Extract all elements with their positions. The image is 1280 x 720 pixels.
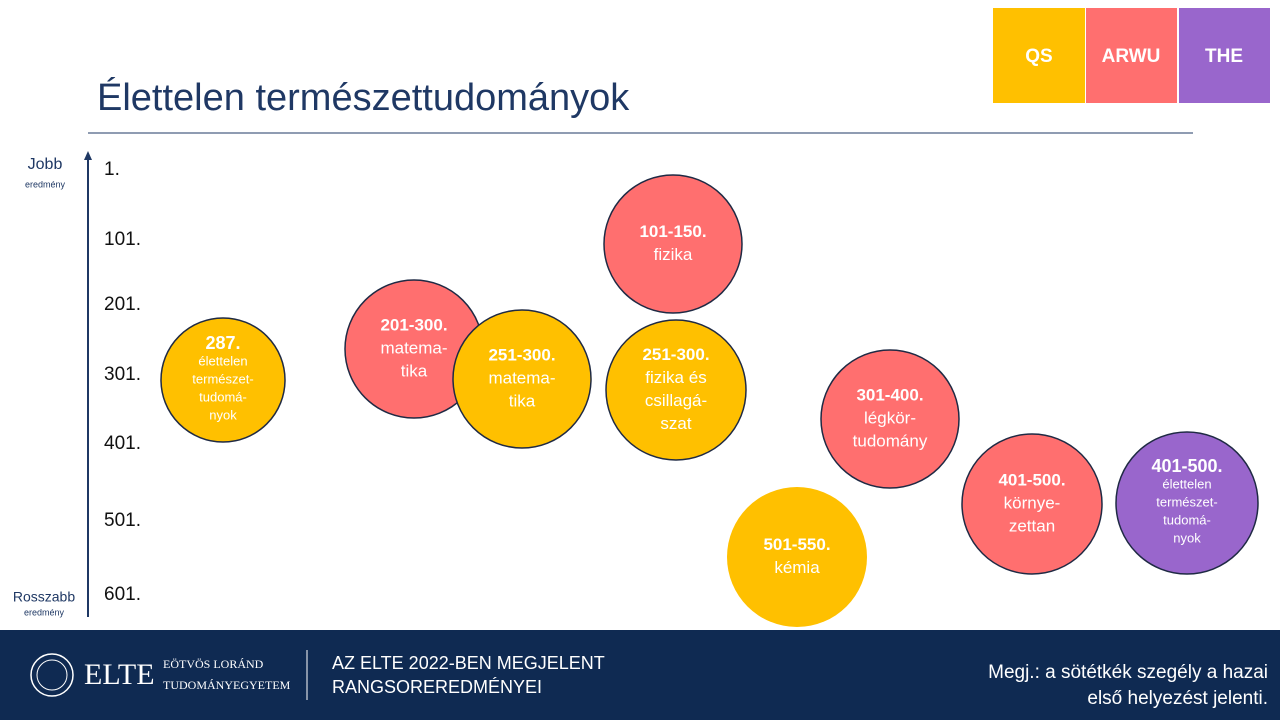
- node-label: természet-: [192, 371, 253, 386]
- node-rank: 101-150.: [639, 222, 706, 241]
- node-label: nyok: [1173, 530, 1201, 545]
- rank-tick: 501.: [104, 510, 141, 531]
- node-rank: 287.: [205, 333, 240, 353]
- node-rank: 251-300.: [488, 345, 555, 364]
- node: 401-500. környe-zettan: [961, 433, 1103, 575]
- node-rank: 401-500.: [998, 470, 1065, 489]
- node-rank: 401-500.: [1151, 456, 1222, 476]
- legend-the: [1179, 8, 1270, 103]
- node-label: tika: [401, 361, 428, 380]
- legend-label: QS: [1025, 46, 1052, 67]
- node-label: matema-: [488, 368, 555, 387]
- node: 201-300. matema-tika: [344, 279, 484, 419]
- node-label: környe-: [1004, 493, 1061, 512]
- node: 251-300. matema-tika: [452, 309, 592, 449]
- node-label: légkör-: [864, 408, 916, 427]
- node-label: fizika: [654, 245, 693, 264]
- node-label: természet-: [1156, 494, 1217, 509]
- node-circle: [605, 319, 747, 461]
- node-circle: [160, 317, 286, 443]
- logo-name: ELTE: [84, 658, 155, 691]
- node-circle: [452, 309, 592, 449]
- node-label: élettelen: [1162, 476, 1211, 491]
- node-rank: 251-300.: [642, 345, 709, 364]
- node: 101-150. fizika: [603, 174, 743, 314]
- node-label: tika: [509, 391, 536, 410]
- rank-tick: 1.: [104, 159, 120, 180]
- node-label: élettelen: [198, 353, 247, 368]
- node-label: nyok: [209, 407, 237, 422]
- node-circle: [603, 174, 743, 314]
- node-rank: 201-300.: [380, 315, 447, 334]
- node-label: fizika és: [645, 368, 706, 387]
- rank-tick: 301.: [104, 364, 141, 385]
- node-rank: 301-400.: [856, 385, 923, 404]
- note: első helyezést jelenti.: [1087, 688, 1268, 709]
- axis-bottom-sub: eredmény: [24, 607, 65, 617]
- caption: RANGSOREREDMÉNYEI: [332, 677, 542, 697]
- rank-tick: 101.: [104, 229, 141, 250]
- logo-line: EÖTVÖS LORÁND: [163, 657, 264, 671]
- rank-tick: 201.: [104, 294, 141, 315]
- node-label: tudomá-: [199, 389, 247, 404]
- node-label: matema-: [380, 338, 447, 357]
- axis-top-sub: eredmény: [25, 179, 66, 189]
- legend-arwu: [1086, 8, 1177, 103]
- node: 501-550. kémia: [727, 487, 867, 627]
- legend-label: THE: [1205, 46, 1243, 67]
- axis-bottom: Rosszabb: [13, 589, 75, 605]
- node-label: tudomány: [853, 431, 928, 450]
- footer: [0, 630, 1280, 720]
- logo-emblem: [30, 653, 74, 697]
- title: Élettelen természettudományok: [97, 76, 630, 119]
- node-label: kémia: [774, 558, 820, 577]
- node-circle: [961, 433, 1103, 575]
- node-label: szat: [660, 414, 691, 433]
- node: 301-400. légkör-tudomány: [820, 349, 960, 489]
- legend-label: ARWU: [1102, 46, 1161, 67]
- node-circle: [820, 349, 960, 489]
- rank-tick: 601.: [104, 584, 141, 605]
- node-label: tudomá-: [1163, 512, 1211, 527]
- caption: AZ ELTE 2022-BEN MEGJELENT: [332, 653, 605, 673]
- legend-qs: [993, 8, 1085, 103]
- node-label: csillagá-: [645, 391, 707, 410]
- node-circle: [1115, 431, 1259, 575]
- logo-emblem: [36, 659, 68, 691]
- logo-line: TUDOMÁNYEGYETEM: [163, 678, 291, 692]
- node: 251-300. fizika és csillagá-szat: [605, 319, 747, 461]
- note: Megj.: a sötétkék szegély a hazai: [988, 662, 1268, 683]
- node-label: zettan: [1009, 516, 1055, 535]
- node-circle: [727, 487, 867, 627]
- node-rank: 501-550.: [763, 535, 830, 554]
- rank-tick: 401.: [104, 433, 141, 454]
- axis-arrow: [84, 151, 92, 160]
- node: 401-500.élettelen természet-tudomá-nyok: [1115, 431, 1259, 575]
- axis-top: Jobb: [28, 156, 63, 173]
- node: 287.élettelen természet-tudomá-nyok: [160, 317, 286, 443]
